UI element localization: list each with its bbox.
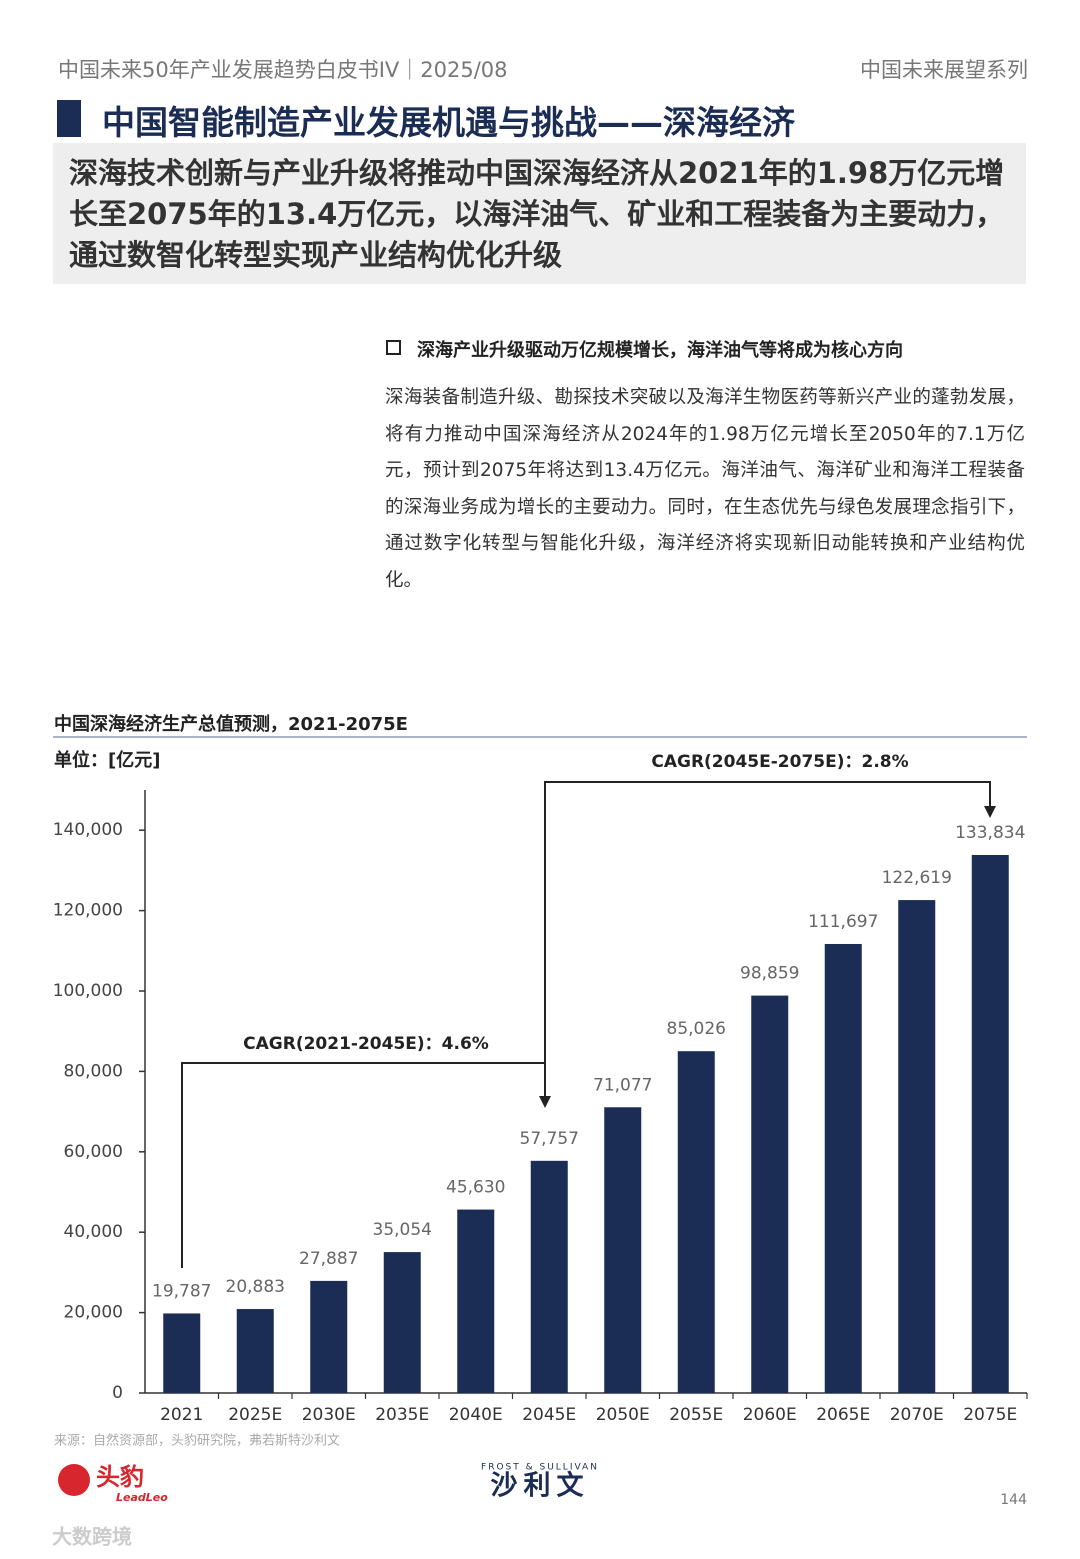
value-label: 98,859 [740,964,799,984]
value-label: 35,054 [373,1220,432,1240]
section-heading: 深海产业升级驱动万亿规模增长，海洋油气等将成为核心方向 [417,340,903,361]
bar [383,1252,421,1393]
bar [824,943,862,1393]
bar [971,854,1009,1393]
x-tick-label: 2045E [522,1405,576,1425]
x-tick-label: 2030E [302,1405,356,1425]
value-label: 111,697 [808,912,878,932]
bar [604,1107,642,1393]
annotation: CAGR(2021-2045E)：4.6% [243,1034,489,1054]
bar [310,1280,348,1393]
page-number: 144 [1000,1492,1027,1508]
value-label: 19,787 [152,1281,211,1301]
arrow-head [984,806,996,818]
page-title: 中国智能制造产业发展机遇与挑战——深海经济 [102,103,795,142]
y-tick-label: 120,000 [53,901,123,921]
x-tick-label: 2060E [743,1405,797,1425]
value-label: 71,077 [593,1075,652,1095]
bar [898,900,936,1393]
cagr-bracket [181,1062,546,1268]
header-left: 中国未来50年产业发展趋势白皮书IV｜2025/08 [58,58,508,82]
cagr-bracket [544,781,991,1063]
x-tick-label: 2075E [963,1405,1017,1425]
logo-cn: 头豹 [96,1463,144,1491]
title-marker [57,100,81,137]
arrow-head [539,1096,551,1108]
x-tick-label: 2021 [160,1405,203,1425]
header-right: 中国未来展望系列 [860,58,1028,82]
x-tick-label: 2065E [816,1405,870,1425]
x-tick-label: 2050E [596,1405,650,1425]
x-tick-label: 2035E [375,1405,429,1425]
watermark: 大数跨境 [52,1525,132,1549]
y-tick-label: 80,000 [64,1061,123,1081]
logo-icon [58,1464,90,1496]
value-label: 57,757 [520,1129,579,1149]
bar [751,995,789,1393]
y-tick-label: 40,000 [64,1222,123,1242]
section-body: 深海装备制造升级、勘探技术突破以及海洋生物医药等新兴产业的蓬勃发展，将有力推动中… [385,387,1025,591]
value-label: 45,630 [446,1178,505,1198]
y-tick-label: 0 [112,1383,123,1403]
value-label: 133,834 [955,823,1025,843]
value-label: 27,887 [299,1249,358,1269]
x-tick-label: 2040E [449,1405,503,1425]
source: 来源：自然资源部，头豹研究院，弗若斯特沙利文 [54,1433,340,1449]
x-tick-label: 2055E [669,1405,723,1425]
value-label: 85,026 [667,1019,726,1039]
chart-title: 中国深海经济生产总值预测，2021-2075E [54,713,408,735]
bar [236,1309,274,1393]
bar [677,1051,715,1393]
unit-label: 单位：[亿元] [54,749,160,771]
bullet-box [386,340,401,355]
annotation: CAGR(2045E-2075E)：2.8% [651,752,908,772]
x-tick-label: 2025E [228,1405,282,1425]
bar [530,1160,568,1393]
y-tick-label: 140,000 [53,820,123,840]
summary: 深海技术创新与产业升级将推动中国深海经济从2021年的1.98万亿元增长至207… [53,143,1026,284]
y-tick-label: 60,000 [64,1142,123,1162]
partner-en: FROST & SULLIVAN [481,1463,599,1473]
partner-cn: 沙利文 [491,1470,590,1502]
value-label: 122,619 [882,868,952,888]
y-tick-label: 20,000 [64,1303,123,1323]
logo-en: LeadLeo [116,1491,168,1504]
y-tick-label: 100,000 [53,981,123,1001]
bar [457,1209,495,1393]
value-label: 20,883 [226,1277,285,1297]
x-tick-label: 2070E [890,1405,944,1425]
bar [163,1313,201,1393]
